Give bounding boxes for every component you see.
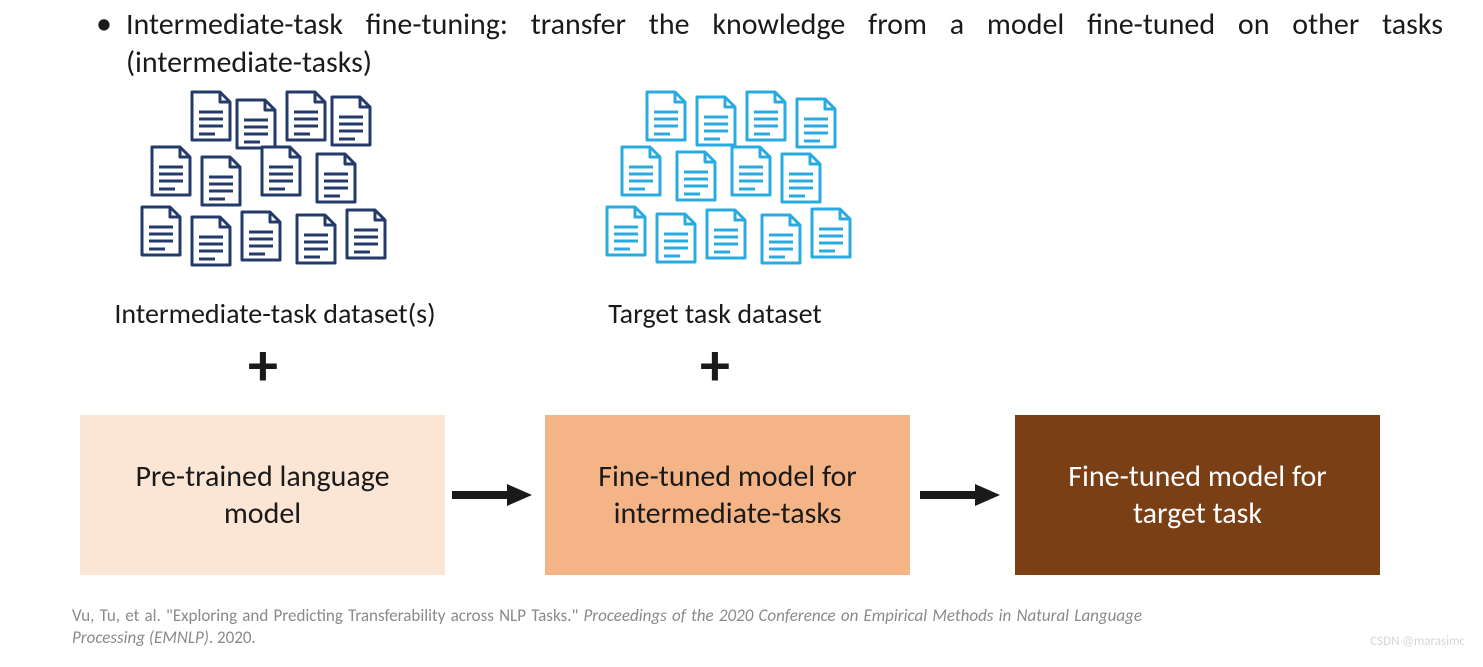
document-icon xyxy=(330,95,372,152)
document-icon xyxy=(695,95,737,152)
box-label: Fine-tuned model for intermediate-tasks xyxy=(559,458,896,533)
document-icon xyxy=(810,207,852,264)
intermediate-dataset-label: Intermediate-task dataset(s) xyxy=(95,296,455,331)
box-label: Pre-trained language model xyxy=(94,458,431,533)
intermediate-dataset-cluster xyxy=(130,90,410,280)
pretrained-model-box: Pre-trained language model xyxy=(80,415,445,575)
citation-prefix: Vu, Tu, et al. "Exploring and Predicting… xyxy=(72,605,583,626)
document-icon xyxy=(140,205,182,262)
document-icon xyxy=(675,150,717,207)
document-icon xyxy=(200,155,242,212)
document-icon xyxy=(150,145,192,202)
watermark-text: CSDN @marasimc xyxy=(1370,634,1465,649)
box-label: Fine-tuned model for target task xyxy=(1029,458,1366,533)
target-finetuned-box: Fine-tuned model for target task xyxy=(1015,415,1380,575)
document-icon xyxy=(705,208,747,265)
bullet-text: Intermediate-task fine-tuning: transfer … xyxy=(126,6,1443,81)
document-icon xyxy=(760,213,802,270)
document-icon xyxy=(745,90,787,147)
document-icon xyxy=(295,213,337,270)
document-icon xyxy=(190,90,232,147)
plus-icon: + xyxy=(700,336,730,396)
document-icon xyxy=(260,145,302,202)
citation-suffix: . 2020. xyxy=(209,627,256,648)
document-icon xyxy=(345,208,387,265)
document-icon xyxy=(730,145,772,202)
target-dataset-cluster xyxy=(590,90,870,280)
document-icon xyxy=(620,145,662,202)
bullet-item: • Intermediate-task fine-tuning: transfe… xyxy=(96,6,1443,81)
arrow-icon xyxy=(920,484,1000,506)
document-icon xyxy=(655,212,697,269)
document-icon xyxy=(605,205,647,262)
document-icon xyxy=(315,152,357,209)
target-dataset-label: Target task dataset xyxy=(555,296,875,331)
document-icon xyxy=(285,90,327,147)
document-icon xyxy=(190,215,232,272)
document-icon xyxy=(795,97,837,154)
plus-icon: + xyxy=(248,336,278,396)
bullet-dot: • xyxy=(96,6,112,41)
document-icon xyxy=(240,210,282,267)
citation-text: Vu, Tu, et al. "Exploring and Predicting… xyxy=(72,605,1142,649)
document-icon xyxy=(780,152,822,209)
document-icon xyxy=(645,90,687,147)
arrow-icon xyxy=(452,484,532,506)
intermediate-finetuned-box: Fine-tuned model for intermediate-tasks xyxy=(545,415,910,575)
